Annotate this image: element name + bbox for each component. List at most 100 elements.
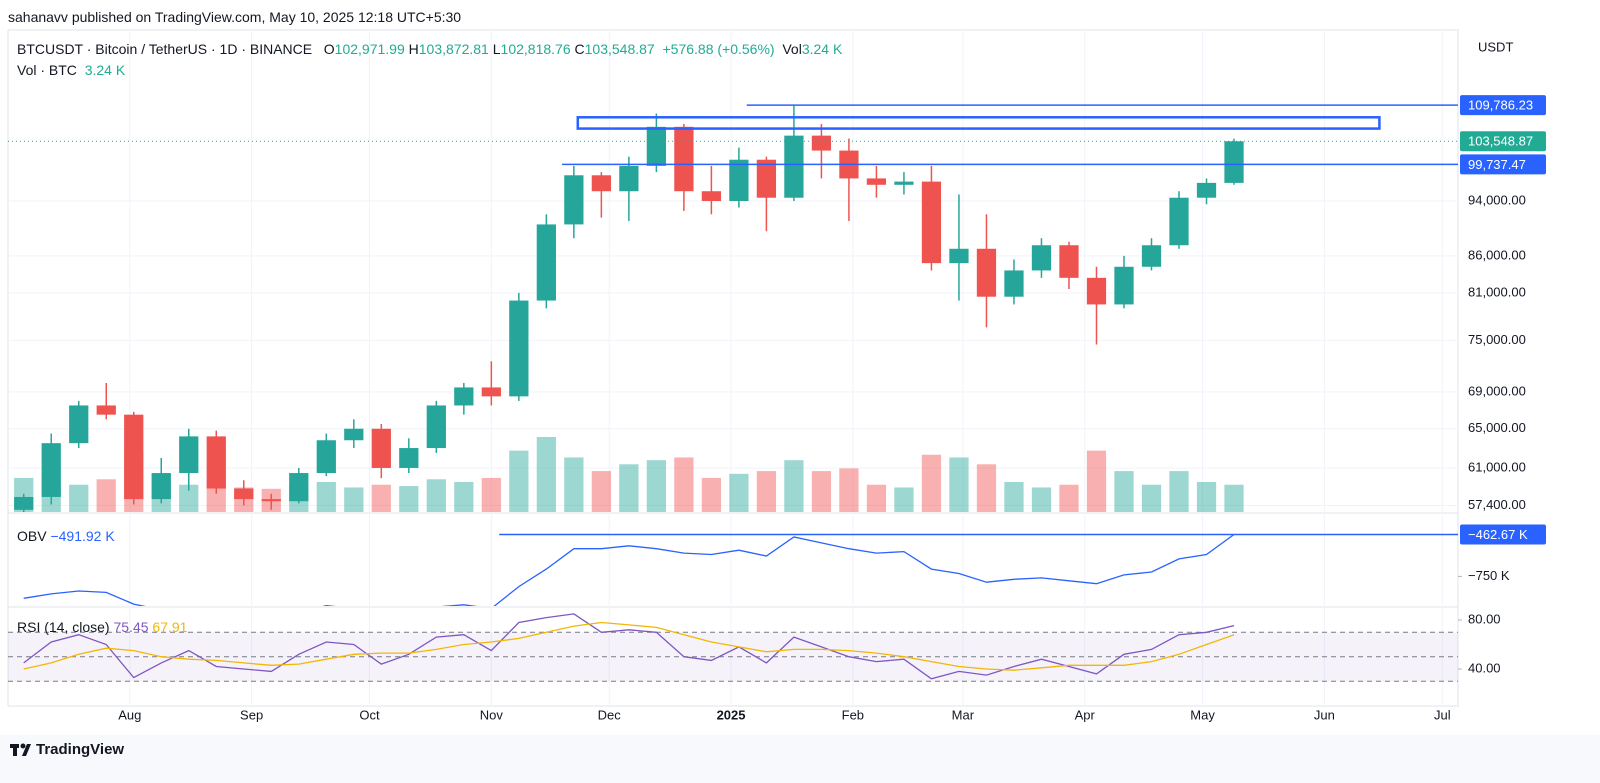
volume-bar: [894, 487, 914, 512]
vol-label: Vol · BTC: [17, 62, 77, 78]
candle-body: [866, 178, 887, 185]
footer-bar: [0, 735, 1600, 783]
rsi-title: RSI (14, close): [17, 619, 110, 635]
x-tick-label: Oct: [359, 707, 380, 722]
ohlc-value: 102,971.99: [334, 41, 405, 57]
price-label: 109,786.23: [1468, 98, 1533, 113]
price-label: 99,737.47: [1468, 157, 1526, 172]
volume-bar: [1224, 484, 1244, 512]
candle-body: [234, 488, 254, 500]
volume-bar: [701, 477, 722, 512]
candle-body: [1224, 141, 1244, 183]
indicator-line: [23, 613, 1235, 680]
y-tick-label: 81,000.00: [1468, 284, 1526, 299]
candle-body: [811, 135, 832, 151]
volume-bar: [399, 486, 419, 512]
y-tick-label: 57,400.00: [1468, 497, 1526, 512]
indicator-pane: [23, 533, 1235, 606]
candle-body: [261, 499, 281, 502]
candle-body: [96, 405, 116, 415]
volume-bar: [179, 484, 199, 512]
x-tick-label: Jul: [1434, 707, 1451, 722]
volume-bar: [206, 482, 226, 512]
volume-bar: [316, 482, 336, 512]
candle-body: [1169, 197, 1189, 246]
candle-body: [784, 135, 804, 198]
volume-bar: [729, 473, 749, 512]
y-tick-label: 75,000.00: [1468, 332, 1526, 347]
x-tick-label: Nov: [480, 707, 504, 722]
obv-value: −491.92 K: [50, 528, 115, 544]
volume-bar: [96, 479, 116, 512]
publish-info: sahanavv published on TradingView.com, M…: [8, 9, 462, 25]
candle-body: [481, 387, 501, 397]
candle-body: [591, 175, 611, 192]
indicator-line: [23, 621, 1235, 671]
brand-logo: [10, 743, 31, 756]
x-tick-label: Apr: [1075, 707, 1096, 722]
candle-body: [289, 473, 309, 502]
candle-body: [14, 496, 34, 510]
x-tick-label: Dec: [598, 707, 622, 722]
volume-bar: [371, 484, 391, 512]
y-tick-label: 94,000.00: [1468, 192, 1526, 207]
volume-bar: [866, 484, 887, 512]
candle-body: [564, 175, 584, 225]
candle-body: [1114, 266, 1134, 305]
volume-legend: Vol · BTC 3.24 K: [17, 62, 125, 78]
symbol-legend: BTCUSDT · Bitcoin / TetherUS · 1D · BINA…: [17, 41, 842, 57]
y-tick-label: 86,000.00: [1468, 247, 1526, 262]
volume-bar: [564, 457, 584, 512]
obv-title: OBV: [17, 528, 47, 544]
candle-body: [509, 300, 529, 397]
obv-legend: OBV −491.92 K: [17, 528, 115, 544]
price-label-bg: [1460, 95, 1546, 116]
vol-value: 3.24 K: [84, 62, 126, 78]
candle-body: [426, 405, 446, 449]
volume-bar: [949, 457, 969, 512]
candle-body: [894, 181, 914, 185]
volume-bar: [619, 464, 639, 512]
volume-bar: [591, 471, 611, 512]
volume-bar: [839, 468, 859, 512]
candle-body: [1031, 245, 1052, 271]
x-tick-label: Mar: [952, 707, 975, 722]
candle-body: [674, 126, 694, 192]
candle-body: [399, 448, 419, 468]
candle-body: [949, 248, 969, 264]
vol-label: Vol: [782, 41, 802, 57]
indicator-pane: [8, 613, 1458, 682]
volume-bar: [481, 477, 501, 512]
volume-bar: [976, 464, 997, 512]
volume-bar: [1086, 450, 1107, 512]
candle-body: [1141, 245, 1162, 267]
price-label-bg: [1460, 131, 1546, 152]
rsi-legend: RSI (14, close) 75.45 67.91: [17, 619, 187, 635]
ohlc-label: H: [408, 41, 419, 57]
y-tick-label: 65,000.00: [1468, 420, 1526, 435]
ohlc-label: L: [492, 41, 501, 57]
candle-body: [646, 126, 667, 166]
ohlc-value: 102,818.76: [500, 41, 571, 57]
candle-body: [619, 165, 639, 192]
volume-bar: [454, 482, 474, 512]
candle-body: [1059, 245, 1079, 278]
currency-label: USDT: [1478, 39, 1513, 54]
volume-bar: [1169, 471, 1189, 512]
candle-body: [179, 436, 199, 474]
x-tick-label: May: [1190, 707, 1215, 722]
ohlc-value: 103,872.81: [418, 41, 489, 57]
candle-body: [454, 387, 474, 406]
volume-bar: [784, 460, 804, 512]
volume-bar: [344, 487, 364, 512]
price-change: +576.88 (+0.56%): [662, 41, 775, 57]
candle-body: [921, 181, 942, 264]
candle-body: [69, 405, 89, 444]
candle-body: [756, 159, 777, 198]
price-pane: [8, 105, 1458, 512]
candle-body: [316, 440, 336, 474]
